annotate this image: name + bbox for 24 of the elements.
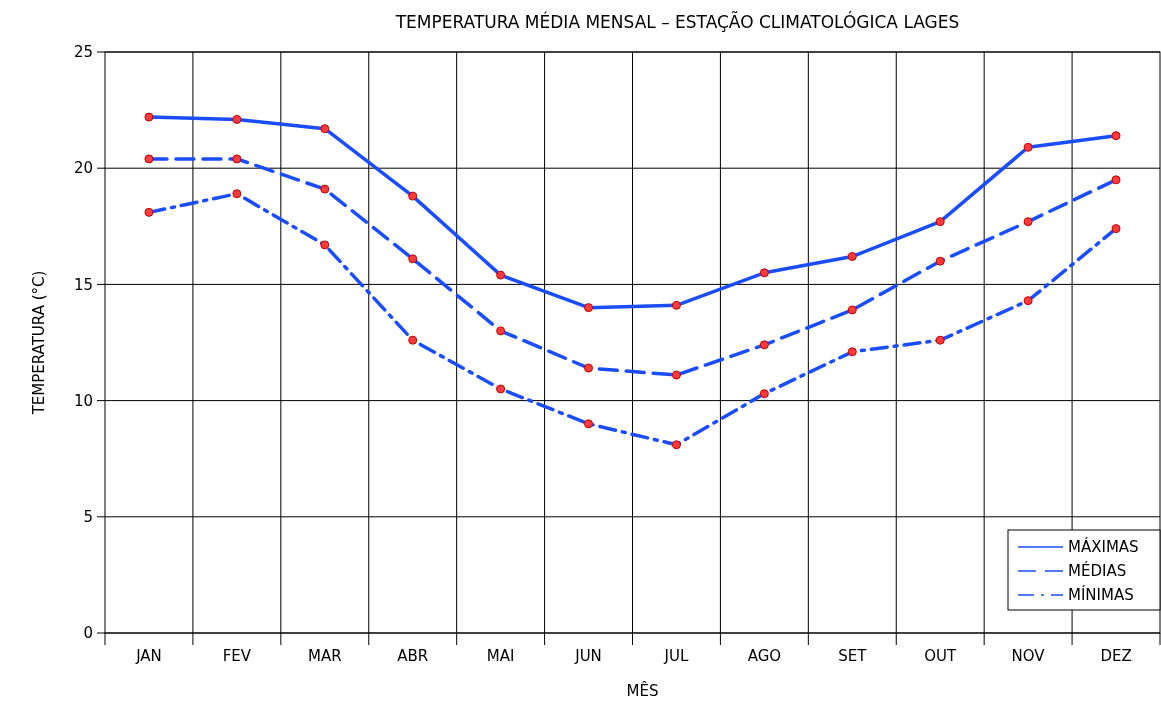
- y-tick-label: 25: [73, 43, 93, 62]
- x-tick-label: SET: [838, 647, 868, 665]
- y-tick-label: 10: [73, 391, 93, 410]
- y-tick-label: 5: [83, 508, 93, 527]
- x-tick-label: DEZ: [1100, 647, 1132, 665]
- legend-label: MÍNIMAS: [1068, 585, 1134, 605]
- y-axis-title: TEMPERATURA (°C): [30, 270, 48, 416]
- legend-label: MÁXIMAS: [1068, 537, 1139, 557]
- y-tick-label: 15: [73, 275, 93, 294]
- x-axis-title: MÊS: [626, 681, 659, 700]
- x-tick-label: ABR: [397, 647, 429, 665]
- x-tick-label: MAI: [486, 647, 515, 665]
- x-tick-label: NOV: [1011, 647, 1046, 665]
- chart-title: TEMPERATURA MÉDIA MENSAL – ESTAÇÃO CLIMATOLÓGICA LAGES: [394, 11, 960, 32]
- y-tick-label: 0: [83, 624, 93, 643]
- x-tick-label: MAR: [307, 647, 342, 665]
- x-tick-label: JUL: [663, 647, 689, 665]
- x-tick-label: OUT: [924, 647, 958, 665]
- x-tick-label: JAN: [135, 647, 162, 665]
- y-tick-label: 20: [73, 159, 93, 178]
- x-tick-label: AGO: [747, 647, 782, 665]
- x-tick-label: FEV: [222, 647, 252, 665]
- x-tick-label: JUN: [574, 647, 602, 665]
- legend-label: MÉDIAS: [1068, 561, 1127, 581]
